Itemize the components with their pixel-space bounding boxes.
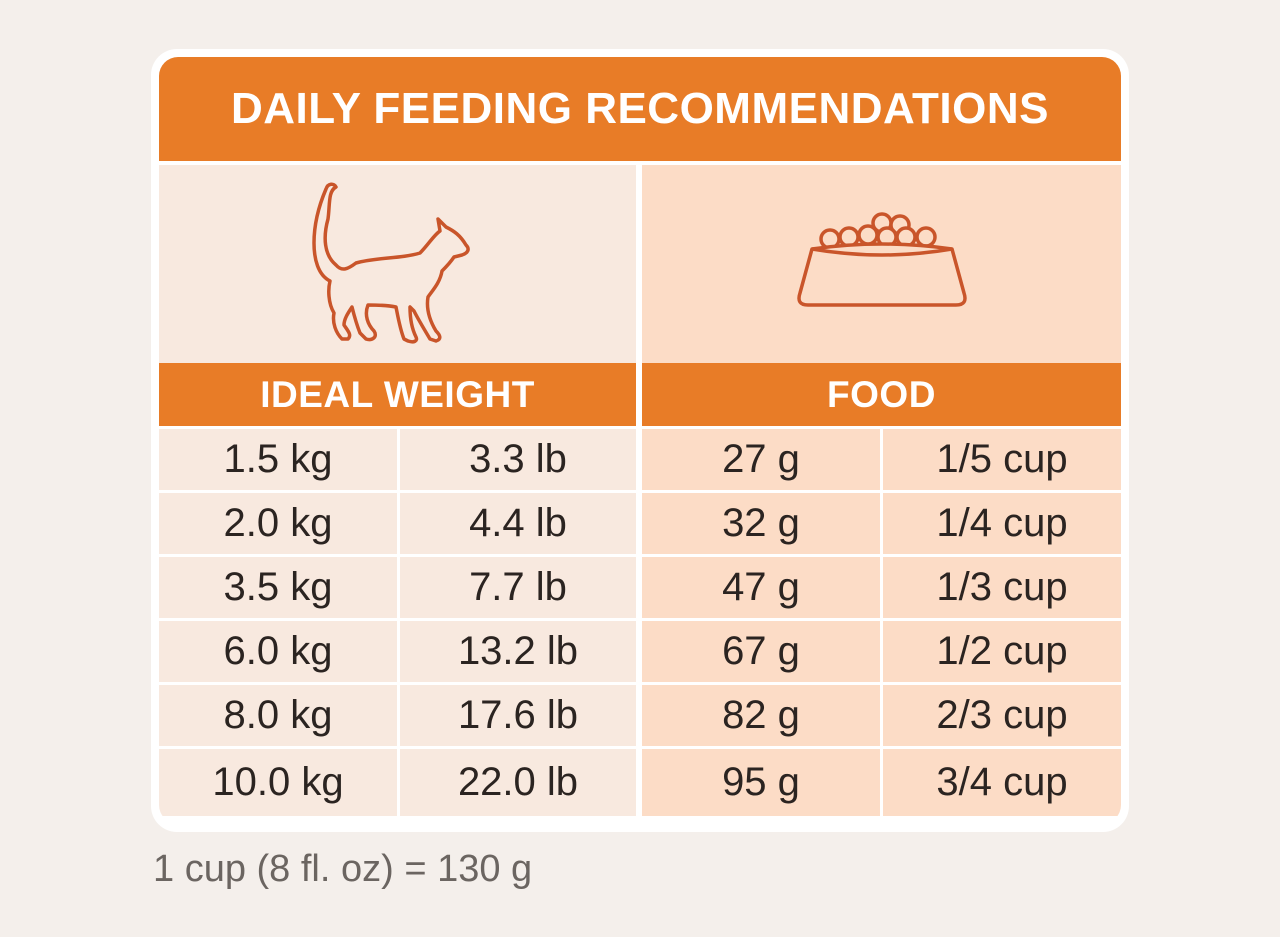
food-cups-cell: 1/5 cup — [883, 429, 1121, 490]
food-cups-cell: 1/4 cup — [883, 493, 1121, 554]
weight-lb-cell: 4.4 lb — [400, 493, 636, 554]
table-row: 1.5 kg 3.3 lb 27 g 1/5 cup — [159, 429, 1121, 490]
table-title: DAILY FEEDING RECOMMENDATIONS — [159, 57, 1121, 161]
weight-kg-cell: 3.5 kg — [159, 557, 397, 618]
weight-lb-cell: 17.6 lb — [400, 685, 636, 746]
bowl-icon-cell — [642, 165, 1121, 363]
food-bowl-icon — [796, 212, 967, 307]
food-cups-cell: 2/3 cup — [883, 685, 1121, 746]
weight-lb-cell: 7.7 lb — [400, 557, 636, 618]
table-body: 1.5 kg 3.3 lb 27 g 1/5 cup 2.0 kg 4.4 lb… — [159, 429, 1121, 816]
food-grams-cell: 95 g — [642, 749, 880, 816]
cat-icon-cell — [159, 165, 636, 363]
weight-kg-cell: 10.0 kg — [159, 749, 397, 816]
weight-kg-cell: 8.0 kg — [159, 685, 397, 746]
feeding-table: DAILY FEEDING RECOMMENDATIONS — [159, 57, 1121, 824]
food-grams-cell: 27 g — [642, 429, 880, 490]
conversion-footnote: 1 cup (8 fl. oz) = 130 g — [153, 848, 533, 890]
food-cups-cell: 1/3 cup — [883, 557, 1121, 618]
food-grams-cell: 82 g — [642, 685, 880, 746]
weight-lb-cell: 3.3 lb — [400, 429, 636, 490]
feeding-card: DAILY FEEDING RECOMMENDATIONS — [151, 49, 1129, 832]
weight-kg-cell: 1.5 kg — [159, 429, 397, 490]
weight-lb-cell: 22.0 lb — [400, 749, 636, 816]
table-row: 8.0 kg 17.6 lb 82 g 2/3 cup — [159, 685, 1121, 746]
food-cups-cell: 1/2 cup — [883, 621, 1121, 682]
food-cups-cell: 3/4 cup — [883, 749, 1121, 816]
food-grams-cell: 67 g — [642, 621, 880, 682]
weight-lb-cell: 13.2 lb — [400, 621, 636, 682]
ideal-weight-header: IDEAL WEIGHT — [159, 363, 636, 426]
food-grams-cell: 47 g — [642, 557, 880, 618]
table-row: 10.0 kg 22.0 lb 95 g 3/4 cup — [159, 749, 1121, 816]
weight-kg-cell: 2.0 kg — [159, 493, 397, 554]
table-row: 6.0 kg 13.2 lb 67 g 1/2 cup — [159, 621, 1121, 682]
table-row: 3.5 kg 7.7 lb 47 g 1/3 cup — [159, 557, 1121, 618]
food-header: FOOD — [642, 363, 1121, 426]
cat-icon — [311, 182, 470, 344]
food-grams-cell: 32 g — [642, 493, 880, 554]
weight-kg-cell: 6.0 kg — [159, 621, 397, 682]
table-row: 2.0 kg 4.4 lb 32 g 1/4 cup — [159, 493, 1121, 554]
